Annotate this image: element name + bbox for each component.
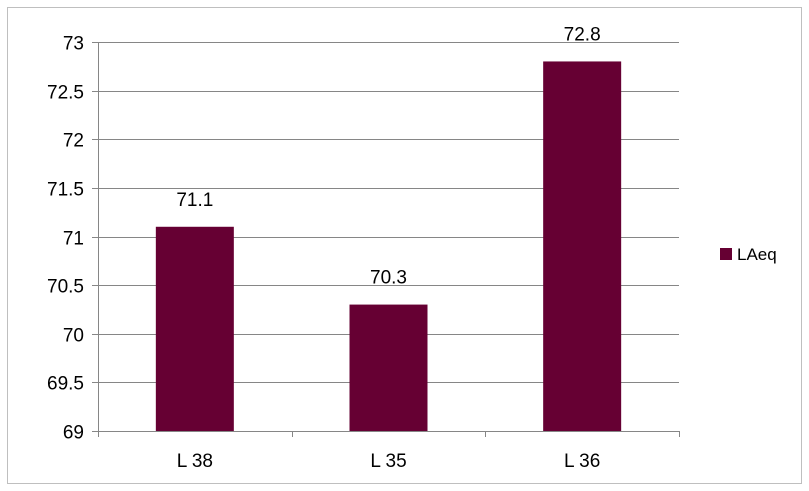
x-tick-label: L 38 [177,451,213,472]
legend-swatch-laeq [720,248,732,260]
y-tick-label: 72 [63,131,84,152]
y-tick-label: 70 [63,326,84,347]
y-tick-label: 72.5 [47,83,84,104]
bar-l-35 [349,304,428,431]
bar-l-38 [155,226,234,431]
legend-label-laeq: LAeq [737,245,777,264]
x-tick-label: L 35 [370,451,406,472]
bars [155,61,622,431]
x-tick-label: L 36 [564,451,600,472]
y-tick-label: 70.5 [47,277,84,298]
y-tick-label: 71.5 [47,180,84,201]
x-tick-labels: L 38 L 35 L 36 [177,451,601,472]
data-labels: 71.1 70.3 72.8 [176,24,600,288]
legend: LAeq [720,245,777,264]
y-tick-labels: 69 69.5 70 70.5 71 71.5 72 72.5 73 [47,34,84,444]
axes [98,42,680,437]
y-tick-label: 69.5 [47,374,84,395]
data-label: 71.1 [176,190,213,211]
y-tick-label: 69 [63,423,84,444]
y-tick-label: 73 [63,34,84,55]
y-tick-label: 71 [63,229,84,250]
data-label: 70.3 [370,268,407,289]
bar-l-36 [543,61,622,431]
data-label: 72.8 [564,24,601,45]
